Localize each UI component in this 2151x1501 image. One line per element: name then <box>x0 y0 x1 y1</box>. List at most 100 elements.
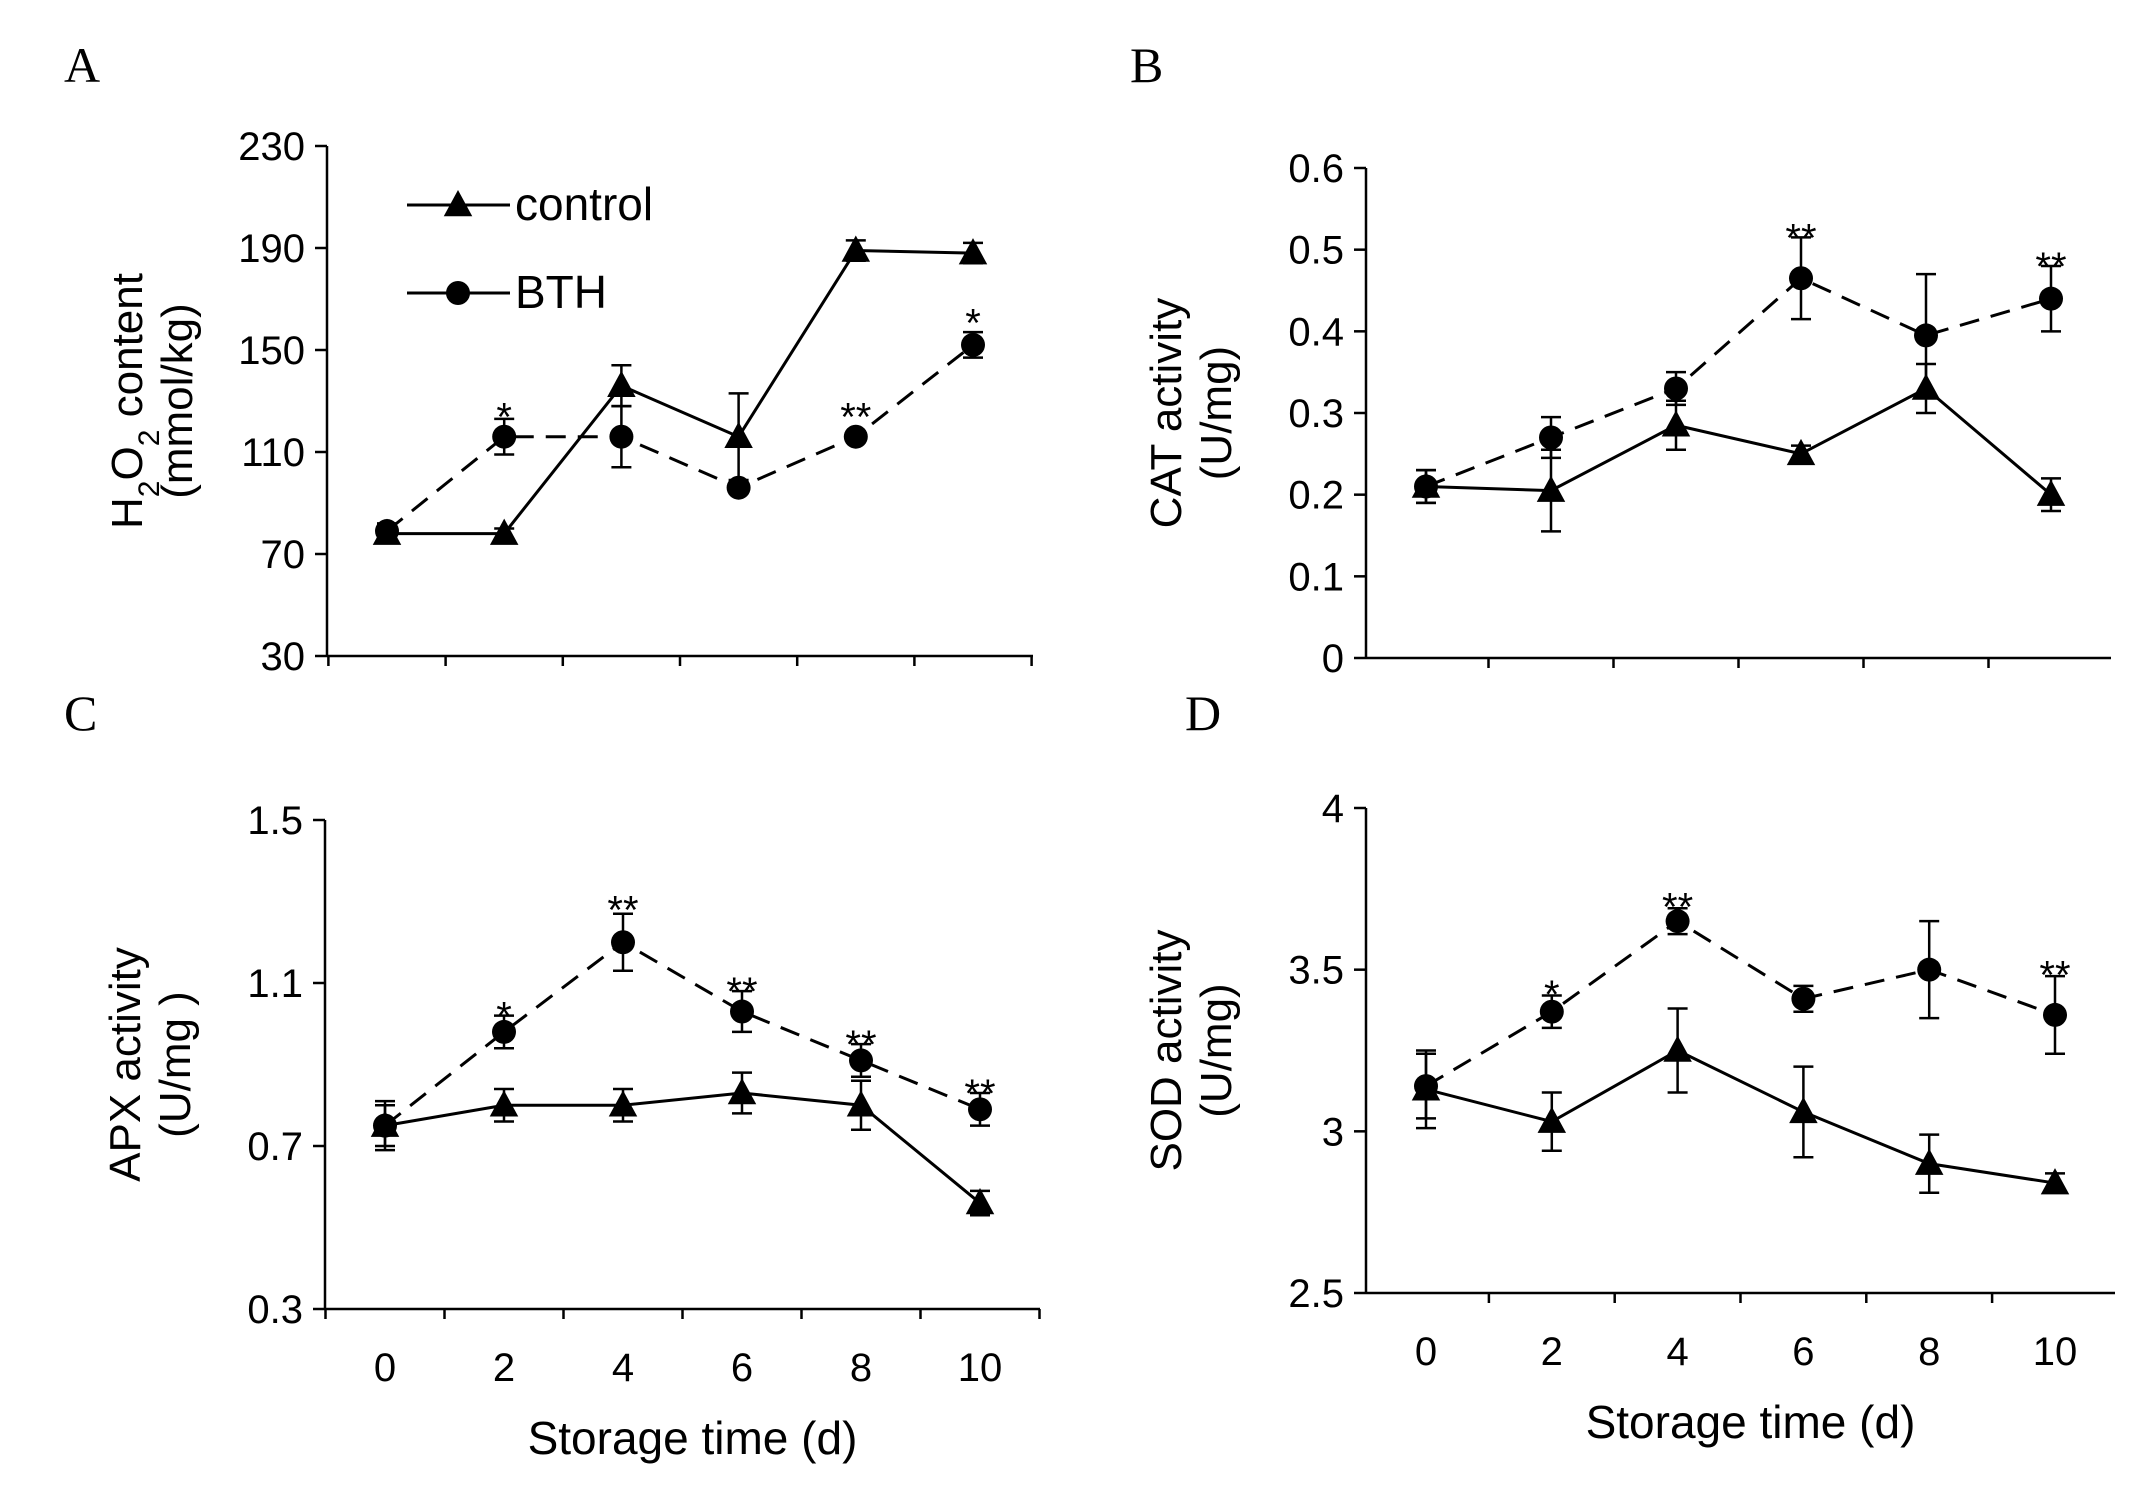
y-tick-label: 190 <box>238 227 305 271</box>
legend-triangle-marker <box>443 190 473 217</box>
x-tick-label: 6 <box>731 1346 753 1390</box>
series-line <box>1425 1048 2056 1185</box>
circle-marker <box>1539 425 1563 450</box>
x-tick-label: 0 <box>374 1346 396 1390</box>
triangle-marker <box>841 235 871 262</box>
y-tick-label: 0 <box>1322 637 1344 681</box>
x-tick-label: 8 <box>850 1346 872 1390</box>
triangle-marker <box>1536 475 1566 502</box>
significance-label: ** <box>726 970 757 1014</box>
circle-marker <box>375 519 399 544</box>
circle-marker <box>492 1019 516 1044</box>
x-tick-label: 10 <box>958 1346 1003 1390</box>
circle-marker <box>849 1048 873 1073</box>
significance-label: * <box>965 301 981 345</box>
circle-marker <box>843 424 868 449</box>
x-axis-title: Storage time (d) <box>1586 1396 1916 1448</box>
y-tick-label: 110 <box>241 431 305 475</box>
circle-marker <box>961 332 985 357</box>
y-tick-label: 2.5 <box>1288 1272 1344 1316</box>
series-line <box>386 343 974 533</box>
circle-marker <box>968 1097 992 1122</box>
panel-d: D 2.5 3 3.5 4 0 2 4 6 8 10 Storage time (d) SOD acti… <box>1142 685 2115 1448</box>
circle-marker <box>1414 1074 1438 1099</box>
y-tick-label: 150 <box>238 329 305 373</box>
triangle-marker <box>1663 1035 1692 1062</box>
circle-marker <box>611 930 635 955</box>
triangle-marker <box>489 1090 519 1117</box>
significance-label: ** <box>607 889 638 933</box>
circle-marker <box>609 424 634 449</box>
circle-marker <box>2043 1002 2067 1027</box>
triangle-marker <box>958 238 988 265</box>
significance-label: ** <box>845 1023 876 1067</box>
y-axis-title-line1: SOD activity <box>1142 929 1191 1171</box>
circle-marker <box>726 475 751 500</box>
x-tick-label: 6 <box>1792 1330 1814 1374</box>
panel-letter: C <box>64 685 97 741</box>
significance-label: ** <box>1785 216 1816 260</box>
triangle-marker <box>1789 1096 1818 1124</box>
y-tick-label: 1.1 <box>247 962 303 1006</box>
triangle-marker <box>727 1078 757 1105</box>
circle-marker <box>1664 376 1688 401</box>
series-bth <box>375 330 985 544</box>
significance-label: ** <box>1662 886 1693 930</box>
y-tick-label: 230 <box>238 125 305 169</box>
circle-marker <box>1917 957 1942 982</box>
series-bth <box>373 912 992 1152</box>
triangle-marker <box>2040 1168 2070 1195</box>
series-line <box>384 940 981 1127</box>
y-tick-label: 0.3 <box>1288 392 1344 436</box>
y-tick-label: 3 <box>1322 1110 1344 1154</box>
x-tick-label: 4 <box>1666 1330 1688 1374</box>
y-tick-label: 0.6 <box>1288 147 1344 191</box>
circle-marker <box>1539 999 1564 1024</box>
triangle-marker <box>1914 1148 1944 1175</box>
significance-label: ** <box>840 396 871 440</box>
x-tick-label: 4 <box>612 1346 634 1390</box>
circle-marker <box>730 999 754 1024</box>
y-tick-label: 0.2 <box>1288 474 1344 518</box>
x-tick-label: 8 <box>1918 1330 1940 1374</box>
triangle-marker <box>2036 479 2066 506</box>
triangle-marker <box>1537 1106 1567 1133</box>
y-axis-title-line2: (U/mg) <box>1192 983 1241 1117</box>
significance-label: * <box>496 396 512 440</box>
y-tick-label: 70 <box>261 533 306 577</box>
triangle-marker <box>724 421 753 448</box>
significance-label: ** <box>2035 245 2066 289</box>
circle-marker <box>492 424 517 449</box>
y-tick-label: 4 <box>1322 787 1344 831</box>
legend: control BTH <box>407 178 653 318</box>
circle-marker <box>373 1113 397 1138</box>
triangle-marker <box>608 1090 638 1117</box>
panel-c: C 0.3 0.7 1.1 1.5 0 2 4 6 8 10 Storage time (d) APX … <box>64 685 1041 1464</box>
legend-label: BTH <box>515 266 607 318</box>
triangle-marker <box>489 518 519 545</box>
panel-b: B 0 0.1 0.2 0.3 0.4 0.5 0.6 CAT activity (U/mg) **… <box>1130 37 2111 681</box>
legend-circle-marker <box>446 281 470 305</box>
circle-marker <box>1789 266 1813 291</box>
series-line <box>387 249 974 536</box>
y-axis-title-line2: (U/mg ) <box>151 991 200 1138</box>
y-axis-title-line2: (U/mg) <box>1192 346 1241 480</box>
circle-marker <box>1665 909 1690 934</box>
y-axis-title-line2: (mmol/kg) <box>153 303 202 499</box>
significance-label: * <box>1544 973 1560 1017</box>
panel-letter: D <box>1185 685 1221 741</box>
circle-marker <box>1791 986 1816 1011</box>
significance-label: ** <box>964 1072 995 1116</box>
y-tick-label: 0.4 <box>1288 310 1344 354</box>
x-axis-title: Storage time (d) <box>528 1412 858 1464</box>
circle-marker <box>1414 474 1438 499</box>
circle-marker <box>2039 286 2063 311</box>
triangle-marker <box>846 1090 876 1117</box>
panel-letter: A <box>64 37 100 93</box>
series-line <box>1425 386 2052 496</box>
significance-label: * <box>496 994 512 1038</box>
y-tick-label: 3.5 <box>1288 949 1344 993</box>
